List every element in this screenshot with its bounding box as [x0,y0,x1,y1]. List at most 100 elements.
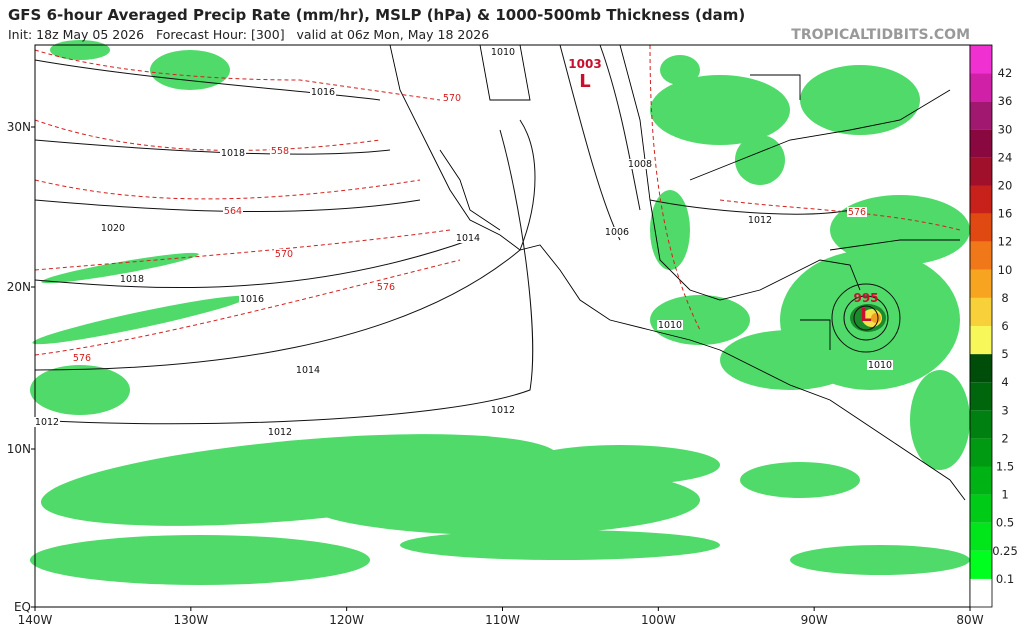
thickness-label: 570 [275,249,293,260]
label-bg [34,417,60,427]
thickness-label: 558 [271,146,289,157]
colorbar-segment [970,241,992,270]
thickness-label: 576 [73,353,91,364]
thickness-label: 576 [848,207,866,218]
low-symbol: L [860,305,871,326]
label-bg [267,427,293,437]
isobar-label: 1012 [748,215,772,226]
lon-label: 130W [173,613,208,627]
label-bg [747,215,773,225]
label-bg [72,353,92,363]
isobar-label: 1018 [221,148,245,159]
colorbar-segment [970,157,992,186]
label-bg [604,227,630,237]
isobar-label: 1012 [491,405,515,416]
colorbar-segment [970,73,992,102]
label-bg [295,365,321,375]
thickness-label: 576 [377,282,395,293]
colorbar-label: 1 [1001,488,1008,502]
low-symbol: L [579,71,590,92]
colorbar-label: 16 [998,207,1013,221]
label-bg [847,207,867,217]
colorbar-segment [970,466,992,495]
colorbar-label: 0.5 [996,516,1014,530]
thickness-label: 564 [224,206,242,217]
label-bg [100,223,126,233]
colorbar-label: 30 [998,122,1013,136]
colorbar-label: 0.25 [992,544,1018,558]
lon-label: 80W [956,613,983,627]
lon-label: 140W [18,613,53,627]
colorbar-segment [970,213,992,242]
label-bg [119,274,145,284]
colorbar-label: 12 [998,235,1013,249]
colorbar-frame [969,44,993,608]
label-bg [239,294,265,304]
colorbar-segment [970,410,992,439]
lon-label: 120W [329,613,364,627]
title: GFS 6-hour Averaged Precip Rate (mm/hr),… [8,6,745,24]
subtitle: Init: 18z May 05 2026 Forecast Hour: [30… [8,27,489,42]
lon-label: 110W [485,613,520,627]
colorbar-label: 4 [1001,375,1008,389]
colorbar-segment [970,578,992,607]
label-bg [223,206,243,216]
coastlines [389,44,966,501]
colorbar-label: 2 [1001,431,1008,445]
colorbar-label: 10 [998,263,1013,277]
colorbar-segment [970,522,992,551]
label-bg [270,146,290,156]
label-bg [455,233,481,243]
isobar-label: 1016 [240,294,264,305]
isobar-label: 1016 [311,87,335,98]
label-bg [310,87,336,97]
colorbar-label: 5 [1001,347,1008,361]
isobar-label: 1010 [658,320,682,331]
lat-label: 20N [7,280,31,294]
colorbar-segment [970,354,992,383]
isobar-label: 1010 [491,47,515,58]
colorbar-label: 24 [998,150,1013,164]
label-bg [490,405,516,415]
isobar-label: 1014 [456,233,480,244]
isobar-label: 1012 [268,427,292,438]
colorbar-segment [970,297,992,326]
thickness [34,44,961,356]
isobar-label: 1018 [120,274,144,285]
precip-field [30,40,970,585]
lat-label: 30N [7,120,31,134]
lon-label: 90W [801,613,828,627]
colorbar-label: 8 [1001,291,1008,305]
label-bg [867,360,893,370]
label-bg [220,148,246,158]
label-bg [442,93,462,103]
label-bg [274,249,294,259]
colorbar-segment [970,438,992,467]
colorbar-label: 3 [1001,403,1008,417]
colorbar-segment [970,494,992,523]
label-bg [627,159,653,169]
site-name: TROPICALTIDBITS.COM [791,27,970,43]
thickness-label: 570 [443,93,461,104]
colorbar-label: 36 [998,94,1013,108]
isobar-label: 1012 [35,417,59,428]
colorbar-label: 1.5 [996,460,1014,474]
colorbar-label: 42 [998,66,1013,80]
lat-label: EQ [14,600,31,614]
colorbar-label: 6 [1001,319,1008,333]
colorbar-segment [970,101,992,130]
low-pressure: 995 [853,291,878,305]
isobar-label: 1006 [605,227,629,238]
low-pressure: 1003 [568,57,601,71]
colorbar-segment [970,382,992,411]
isobar-label: 1008 [628,159,652,170]
label-bg [657,320,683,330]
colorbar-segment [970,269,992,298]
label-bg [490,47,516,57]
isobar-label: 1010 [868,360,892,371]
colorbar-segment [970,129,992,158]
colorbar-label: 20 [998,179,1013,193]
colorbar-segment [970,326,992,355]
